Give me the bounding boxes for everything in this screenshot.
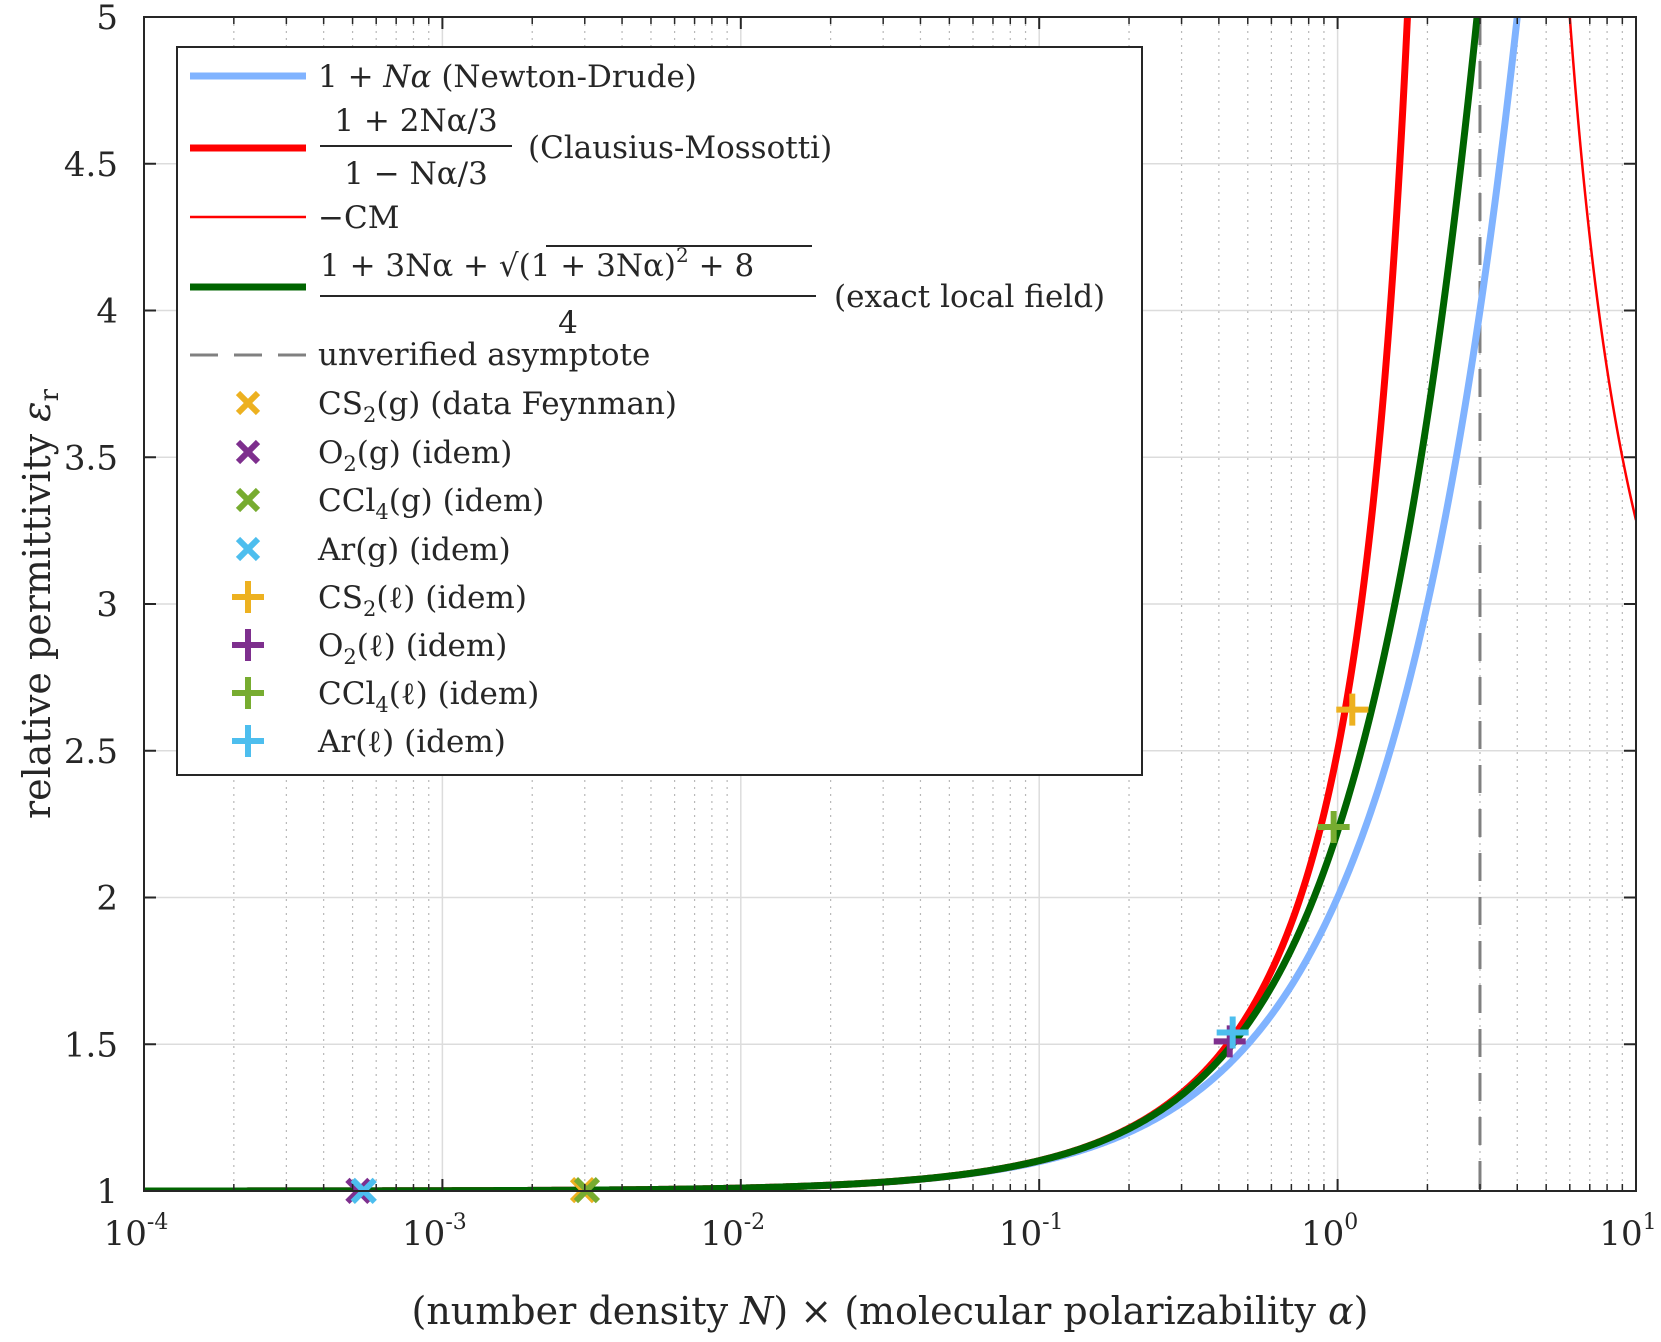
ex-tail: (exact local field) (834, 279, 1105, 315)
legend-samples (190, 72, 306, 757)
x-tick-label: 101 (1599, 1210, 1656, 1254)
legend-ar-liquid: Ar(ℓ) (idem) (317, 724, 506, 760)
legend-marker-0 (235, 390, 261, 416)
tick-labels: 10-4 10-3 10-2 10-1 100 101 1 1.5 2 2.5 3 3.5 4 4.5 5 (64, 0, 1657, 1254)
legend-ccl4-gas: CCl4(g) (idem) (318, 483, 544, 524)
ex-numerator: 1 + 3Nα + √(1 + 3Nα)2 + 8 (320, 243, 754, 284)
cm-numerator: 1 + 2Nα/3 (334, 103, 497, 139)
x-tick-label: 10-3 (402, 1210, 467, 1254)
point-4 (1336, 693, 1369, 726)
legend-marker-7 (232, 725, 264, 757)
y-tick-label: 4 (96, 292, 118, 332)
legend-marker-1-stroke (235, 439, 261, 465)
point-6 (1317, 811, 1350, 844)
cm-tail: (Clausius-Mossotti) (528, 130, 832, 166)
legend-marker-3-stroke (235, 536, 261, 562)
y-axis-label: relative permittivity εr (15, 388, 65, 819)
legend-asymptote: unverified asymptote (318, 337, 650, 373)
y-tick-label: 2.5 (64, 732, 118, 772)
legend-o2-gas: O2(g) (idem) (318, 435, 512, 476)
legend-marker-1 (235, 439, 261, 465)
legend-clausius-mossotti: 1 + 2Nα/3 1 − Nα/3 (Clausius-Mossotti) (320, 103, 832, 192)
legend-marker-4 (232, 581, 264, 613)
ex-denominator: 4 (558, 305, 578, 341)
y-tick-label: 3 (96, 585, 118, 625)
x-tick-label: 10-1 (999, 1210, 1064, 1254)
y-tick-label: 3.5 (64, 438, 118, 478)
legend-marker-3 (235, 536, 261, 562)
y-tick-label: 1.5 (64, 1025, 118, 1065)
x-tick-label: 100 (1301, 1210, 1358, 1254)
legend-marker-6 (232, 677, 264, 709)
legend-cs2-liquid: CS2(ℓ) (idem) (318, 580, 527, 621)
legend-newton-drude: 1 + Nα (Newton-Drude) (318, 59, 697, 95)
legend-cs2-gas: CS2(g) (data Feynman) (318, 386, 677, 427)
legend-exact-local-field: 1 + 3Nα + √(1 + 3Nα)2 + 8 4 (exact local… (320, 243, 1105, 341)
x-tick-label: 10-4 (104, 1210, 169, 1254)
cm-denominator: 1 − Nα/3 (344, 156, 488, 192)
y-tick-label: 5 (96, 0, 118, 38)
legend-neg-cm: −CM (318, 200, 399, 236)
legend-ar-gas: Ar(g) (idem) (317, 532, 511, 568)
legend-box (176, 46, 1143, 776)
legend-o2-liquid: O2(ℓ) (idem) (318, 628, 507, 669)
point-7 (1216, 1016, 1249, 1049)
legend: 1 + Nα (Newton-Drude) 1 + 2Nα/3 1 − Nα/3… (176, 46, 1143, 776)
series-neg (1568, 17, 1636, 521)
y-tick-label: 4.5 (64, 145, 118, 185)
legend-marker-5 (232, 629, 264, 661)
legend-marker-0-stroke (235, 390, 261, 416)
legend-marker-2-stroke (235, 487, 261, 513)
x-tick-label: 10-2 (700, 1210, 765, 1254)
legend-marker-2 (235, 487, 261, 513)
y-tick-label: 2 (96, 879, 118, 919)
x-axis-label: (number density N) × (molecular polariza… (412, 1289, 1369, 1333)
sqrt-sign: √ (499, 248, 519, 284)
y-tick-label: 1 (96, 1172, 118, 1212)
legend-ccl4-liquid: CCl4(ℓ) (idem) (318, 676, 539, 717)
